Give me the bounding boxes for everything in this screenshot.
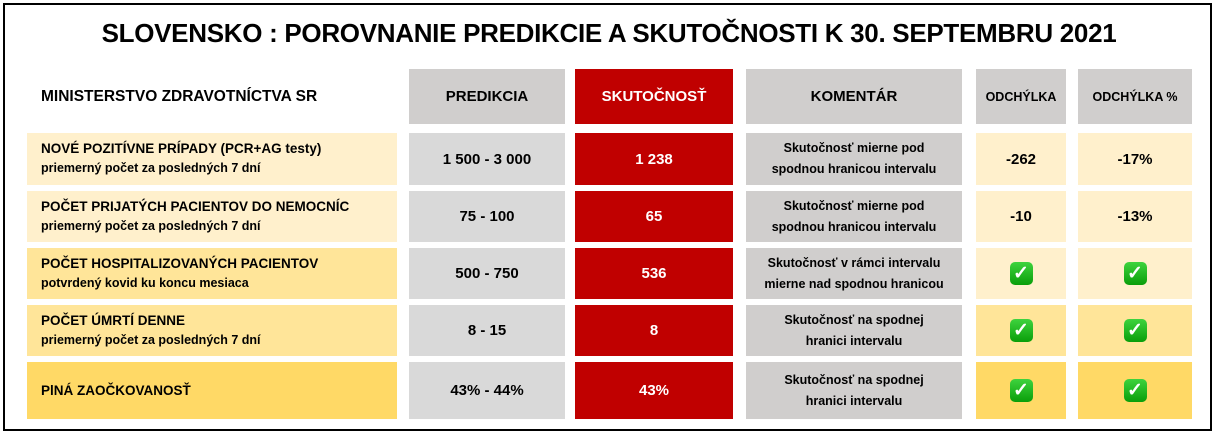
comment-line: Skutočnosť mierne pod xyxy=(783,198,925,213)
comment-line: Skutočnosť na spodnej xyxy=(784,312,924,327)
row-title: NOVÉ POZITÍVNE PRÍPADY (PCR+AG testy) xyxy=(41,141,322,156)
row-title: PlNÁ ZAOČKOVANOSŤ xyxy=(41,383,191,398)
actual-cell: 65 xyxy=(575,191,733,242)
deviation-cell: -262 xyxy=(976,133,1066,185)
row-subtitle: priemerný počet za posledných 7 dní xyxy=(41,332,261,347)
comment-line: spodnou hranicou intervalu xyxy=(771,162,937,176)
prediction-cell: 43% - 44% xyxy=(409,362,565,419)
check-mark-icon: ✓ xyxy=(1009,262,1033,285)
deviation-cell: ✓ xyxy=(976,362,1066,419)
comment-cell: Skutočnosť v rámci intervalu mierne nad s… xyxy=(746,248,962,299)
comment-cell: Skutočnosť mierne pod spodnou hranicou in… xyxy=(746,133,962,185)
comment-line: mierne nad spodnou hranicou xyxy=(764,276,944,291)
comment-cell: Skutočnosť na spodnej hranici intervalu xyxy=(746,305,962,356)
prediction-cell: 1 500 - 3 000 xyxy=(409,133,565,185)
deviation-cell: ✓ xyxy=(976,248,1066,299)
check-mark-icon: ✓ xyxy=(1009,319,1033,342)
row-subtitle: priemerný počet za posledných 7 dní xyxy=(41,218,261,233)
check-mark-icon: ✓ xyxy=(1123,379,1147,402)
row-label: NOVÉ POZITÍVNE PRÍPADY (PCR+AG testy) pr… xyxy=(27,133,397,185)
comment-cell: Skutočnosť na spodnej hranici intervalu xyxy=(746,362,962,419)
prediction-cell: 8 - 15 xyxy=(409,305,565,356)
actual-cell: 536 xyxy=(575,248,733,299)
row-label: POČET HOSPITALIZOVANÝCH PACIENTOV potvrd… xyxy=(27,248,397,299)
row-label: POČET PRIJATÝCH PACIENTOV DO NEMOCNÍC pr… xyxy=(27,191,397,242)
header-deviation-pct: ODCHÝLKA % xyxy=(1078,69,1192,124)
comment-line: spodnou hranicou intervalu xyxy=(771,219,937,234)
check-mark-icon: ✓ xyxy=(1123,319,1147,342)
prediction-cell: 75 - 100 xyxy=(409,191,565,242)
header-source: MINISTERSTVO ZDRAVOTNÍCTVA SR xyxy=(41,87,318,105)
header-comment: KOMENTÁR xyxy=(746,69,962,124)
row-title: POČET HOSPITALIZOVANÝCH PACIENTOV xyxy=(41,255,319,271)
deviation-pct-cell: ✓ xyxy=(1078,362,1192,419)
deviation-cell: -10 xyxy=(976,191,1066,242)
comment-line: Skutočnosť na spodnej xyxy=(784,372,924,387)
header-deviation: ODCHÝLKA xyxy=(976,69,1066,124)
row-label: POČET ÚMRTÍ DENNE priemerný počet za pos… xyxy=(27,305,397,356)
check-mark-icon: ✓ xyxy=(1123,262,1147,285)
header-actual: SKUTOČNOSŤ xyxy=(575,69,733,124)
actual-cell: 1 238 xyxy=(575,133,733,185)
deviation-pct-cell: -13% xyxy=(1078,191,1192,242)
comment-line: hranici intervalu xyxy=(805,393,903,408)
deviation-pct-cell: ✓ xyxy=(1078,305,1192,356)
actual-cell: 43% xyxy=(575,362,733,419)
deviation-pct-cell: -17% xyxy=(1078,133,1192,185)
row-label: PlNÁ ZAOČKOVANOSŤ xyxy=(27,362,397,419)
row-title: POČET ÚMRTÍ DENNE xyxy=(41,312,186,328)
comment-line: hranici intervalu xyxy=(805,333,903,348)
prediction-cell: 500 - 750 xyxy=(409,248,565,299)
check-mark-icon: ✓ xyxy=(1009,379,1033,402)
row-subtitle: potvrdený kovid ku koncu mesiaca xyxy=(41,275,249,290)
deviation-cell: ✓ xyxy=(976,305,1066,356)
actual-cell: 8 xyxy=(575,305,733,356)
row-subtitle: priemerný počet za posledných 7 dní xyxy=(41,161,261,175)
row-title: POČET PRIJATÝCH PACIENTOV DO NEMOCNÍC xyxy=(41,198,350,214)
comment-line: Skutočnosť v rámci intervalu xyxy=(767,255,941,270)
table-frame xyxy=(3,3,1212,431)
header-prediction: PREDIKCIA xyxy=(409,69,565,124)
page-title: SLOVENSKO : POROVNANIE PREDIKCIE A SKUTO… xyxy=(101,18,1117,48)
comment-cell: Skutočnosť mierne pod spodnou hranicou in… xyxy=(746,191,962,242)
deviation-pct-cell: ✓ xyxy=(1078,248,1192,299)
comment-line: Skutočnosť mierne pod xyxy=(783,141,925,155)
